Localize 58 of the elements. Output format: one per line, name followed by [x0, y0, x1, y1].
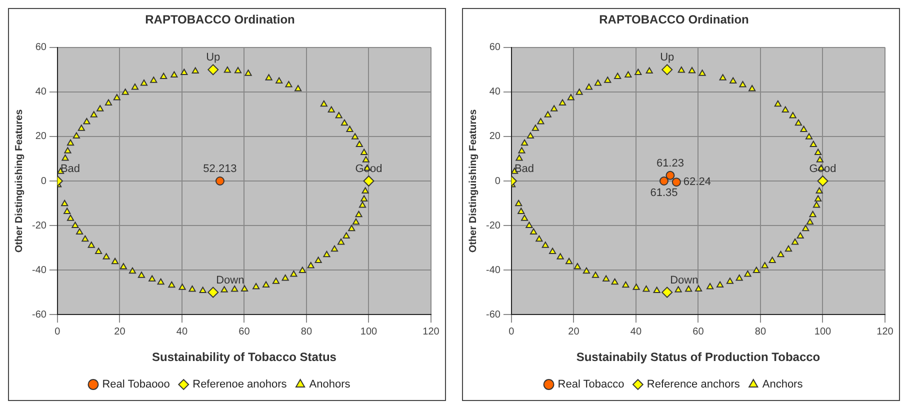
legend-label: Reference anchors [646, 378, 740, 391]
legend-label: Anchors [762, 378, 804, 391]
y-tick-label: 60 [35, 42, 47, 54]
y-tick-label: -20 [486, 220, 501, 232]
annotation: 62.24 [683, 176, 711, 188]
x-tick-label: 80 [754, 326, 766, 338]
y-tick-label: 0 [40, 176, 47, 187]
y-tick-label: 40 [489, 86, 501, 98]
point [662, 286, 673, 298]
x-tick-label: 100 [360, 326, 378, 338]
annotation: Down [670, 274, 698, 286]
x-axis-title: Sustainabily Status of Production Tobacco [576, 350, 820, 364]
annotation: 61.35 [650, 187, 678, 200]
x-tick-label: 60 [238, 326, 250, 338]
chart-title: RAPTOBACCO Ordination [599, 12, 749, 27]
annotation: 52.213 [203, 163, 237, 176]
y-tick-label: -60 [486, 309, 501, 320]
x-tick-label: 80 [300, 326, 312, 338]
point [208, 286, 219, 298]
annotation: 61.23 [656, 157, 684, 170]
y-tick-label: 60 [489, 42, 501, 54]
x-tick-label: 0 [54, 326, 61, 338]
y-tick-label: 20 [35, 131, 47, 142]
annotation: Up [206, 52, 220, 64]
y-tick-label: 40 [35, 86, 47, 98]
y-tick-label: -40 [32, 264, 47, 276]
y-tick-label: -40 [486, 264, 501, 276]
y-tick-label: -60 [32, 309, 47, 320]
y-tick-label: -20 [32, 220, 47, 232]
x-tick-label: 20 [114, 326, 126, 338]
x-tick-label: 20 [568, 326, 580, 338]
legend-label: Referenoe anohors [192, 378, 288, 391]
legend-label: Anohors [309, 378, 351, 391]
annotation: Bad [60, 163, 80, 176]
annotation: Bad [514, 163, 534, 176]
x-tick-label: 0 [508, 326, 515, 338]
legend-label: Real Tobaooo [102, 378, 170, 391]
point [215, 176, 224, 186]
point [672, 178, 681, 187]
x-tick-label: 120 [422, 326, 440, 338]
point [666, 170, 675, 180]
x-tick-label: 40 [630, 326, 642, 338]
x-tick-label: 100 [814, 326, 832, 338]
point [662, 64, 673, 76]
point [208, 64, 219, 76]
y-tick-label: 20 [489, 131, 501, 142]
y-tick-label: 0 [494, 176, 501, 187]
x-tick-label: 40 [176, 326, 188, 338]
x-axis-title: Sustainability of Tobacco Status [152, 350, 337, 364]
y-axis-title: Other Distinguishing Features [468, 108, 479, 253]
x-tick-label: 60 [692, 326, 704, 338]
y-axis-title: Other Distinguishing Features [14, 108, 25, 253]
annotation: Down [216, 274, 244, 286]
point [659, 176, 668, 186]
x-tick-label: 120 [876, 326, 894, 338]
annotation: Up [660, 52, 674, 64]
legend-label: Real Tobacco [558, 378, 624, 391]
chart-title: RAPTOBACCO Ordination [145, 12, 295, 27]
